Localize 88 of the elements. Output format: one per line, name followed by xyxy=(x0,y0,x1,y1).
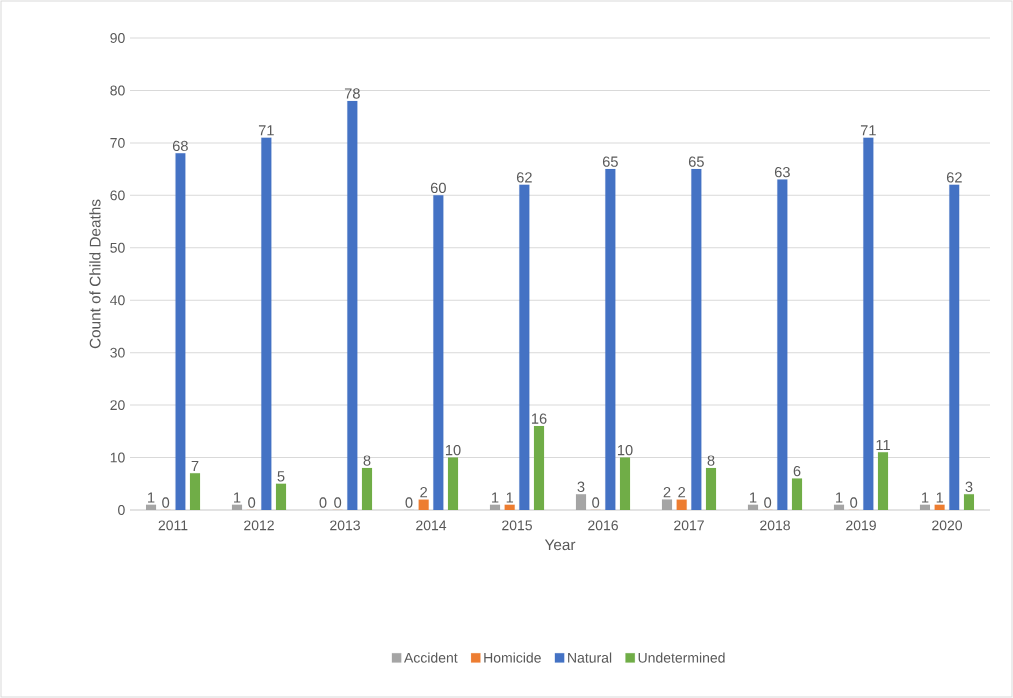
x-tick-label: 2012 xyxy=(244,520,274,531)
data-label: 7 xyxy=(191,460,199,472)
data-label: 6 xyxy=(793,465,801,477)
bar xyxy=(275,483,287,510)
data-label: 0 xyxy=(162,497,170,508)
bar xyxy=(447,457,459,510)
data-label: 0 xyxy=(319,497,327,508)
data-label: 78 xyxy=(344,88,360,99)
data-label: 1 xyxy=(836,492,843,503)
y-tick-label: 0 xyxy=(118,505,125,515)
y-tick-label: 40 xyxy=(110,295,125,306)
data-label: 1 xyxy=(492,492,499,503)
y-tick-label: 90 xyxy=(110,33,125,43)
data-label: 1 xyxy=(922,492,929,503)
bar xyxy=(877,452,889,510)
x-tick-label: 2017 xyxy=(674,520,704,531)
x-tick-label: 2014 xyxy=(416,520,447,531)
bar xyxy=(676,499,687,510)
bar xyxy=(189,473,201,510)
y-tick-label: 50 xyxy=(110,242,125,253)
data-label: 0 xyxy=(764,497,772,508)
data-label: 0 xyxy=(592,497,600,508)
data-label: 2 xyxy=(420,487,428,498)
data-label: 10 xyxy=(617,444,633,456)
bar xyxy=(705,467,717,510)
legend-label: Homicide xyxy=(484,652,541,663)
data-label: 68 xyxy=(172,140,188,152)
x-tick-label: 2020 xyxy=(932,520,963,531)
data-label: 63 xyxy=(774,166,790,178)
y-tick-label: 20 xyxy=(110,400,125,411)
bar xyxy=(963,494,975,510)
legend-label: Natural xyxy=(568,652,612,663)
y-tick-label: 10 xyxy=(110,452,125,463)
data-label: 0 xyxy=(405,497,413,508)
bar xyxy=(661,499,673,510)
data-label: 1 xyxy=(506,492,514,503)
x-tick-label: 2015 xyxy=(502,520,532,531)
x-tick-label: 2018 xyxy=(760,520,790,531)
bar xyxy=(533,426,545,510)
data-label: 65 xyxy=(602,156,618,167)
legend-label: Undetermined xyxy=(638,652,725,663)
data-label: 0 xyxy=(850,497,858,508)
bar xyxy=(833,504,845,510)
data-label: 11 xyxy=(876,439,890,451)
bar xyxy=(361,467,373,510)
data-label: 60 xyxy=(430,182,446,194)
bar xyxy=(145,504,157,510)
data-label: 0 xyxy=(248,497,256,508)
x-tick-label: 2011 xyxy=(158,520,188,531)
bar xyxy=(418,499,429,510)
data-label: 16 xyxy=(531,413,547,424)
y-tick-label: 30 xyxy=(110,347,125,358)
bar xyxy=(504,504,515,510)
data-label: 62 xyxy=(516,172,532,183)
bar xyxy=(619,457,631,510)
data-label: 1 xyxy=(750,492,757,503)
data-label: 2 xyxy=(678,487,686,498)
data-label: 10 xyxy=(445,444,461,456)
x-tick-label: 2019 xyxy=(846,520,876,531)
y-tick-label: 70 xyxy=(110,137,125,148)
x-tick-label: 2016 xyxy=(588,520,618,531)
bar xyxy=(747,504,759,510)
data-label: 1 xyxy=(234,492,241,503)
data-label: 1 xyxy=(148,492,155,503)
bar xyxy=(575,494,587,510)
data-label: 65 xyxy=(688,156,704,167)
data-label: 3 xyxy=(965,481,973,492)
bar xyxy=(231,504,243,510)
bar xyxy=(791,478,803,510)
x-tick-label: 2013 xyxy=(330,520,360,531)
data-label: 71 xyxy=(258,125,274,136)
data-label: 62 xyxy=(946,172,962,183)
legend-label: Accident xyxy=(404,652,458,663)
data-label: 1 xyxy=(936,492,944,503)
bar xyxy=(919,504,931,510)
data-label: 71 xyxy=(860,125,876,136)
y-axis-title: Count of Child Deaths xyxy=(89,199,101,349)
data-label: 2 xyxy=(663,487,671,498)
x-axis-title: Year xyxy=(544,539,576,551)
data-label: 3 xyxy=(577,481,585,492)
data-label: 5 xyxy=(277,471,285,482)
y-tick-label: 80 xyxy=(110,85,125,96)
y-tick-label: 60 xyxy=(110,190,125,201)
data-label: 8 xyxy=(363,455,371,466)
data-label: 0 xyxy=(334,497,342,508)
bar xyxy=(489,504,501,510)
bar xyxy=(934,504,945,510)
data-label: 8 xyxy=(707,455,715,466)
